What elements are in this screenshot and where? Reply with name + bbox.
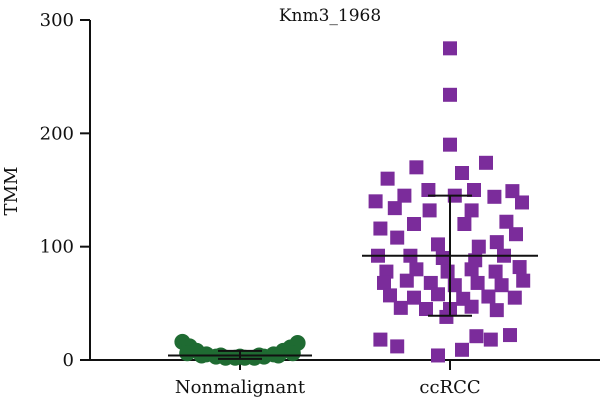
data-point xyxy=(489,235,504,250)
data-point xyxy=(469,329,484,344)
data-point xyxy=(507,290,522,305)
data-point xyxy=(512,260,527,275)
data-point xyxy=(509,227,523,242)
data-point xyxy=(377,275,391,290)
data-point xyxy=(481,289,496,304)
data-point xyxy=(439,309,454,324)
data-point xyxy=(399,273,414,288)
chart-title: Knm3_1968 xyxy=(279,6,381,26)
data-point xyxy=(464,262,479,277)
data-point xyxy=(431,287,445,302)
data-point xyxy=(487,189,502,204)
data-point xyxy=(464,203,479,218)
data-point xyxy=(457,217,472,231)
data-point xyxy=(455,166,469,180)
data-point xyxy=(419,302,433,316)
data-point xyxy=(284,345,301,362)
y-tick-label: 200 xyxy=(40,123,74,144)
data-point xyxy=(503,328,517,343)
data-point xyxy=(380,171,395,186)
data-point xyxy=(390,230,405,245)
data-point xyxy=(409,262,424,277)
data-point xyxy=(373,332,388,347)
data-point xyxy=(368,194,383,209)
data-point xyxy=(499,214,514,229)
data-point xyxy=(471,239,486,254)
data-point xyxy=(488,264,503,279)
x-category-label: ccRCC xyxy=(419,377,480,398)
summary-lines xyxy=(168,194,538,360)
data-point xyxy=(464,299,479,314)
data-point xyxy=(393,300,408,315)
data-point xyxy=(179,345,196,362)
data-point xyxy=(489,303,504,318)
data-point xyxy=(431,348,445,363)
data-point xyxy=(447,278,462,293)
data-point xyxy=(431,237,445,252)
y-tick-label: 100 xyxy=(40,237,74,258)
data-point xyxy=(422,203,437,218)
data-point xyxy=(470,275,485,290)
y-tick-label: 300 xyxy=(40,10,74,31)
data-point xyxy=(494,278,509,293)
data-point xyxy=(373,221,388,236)
data-point xyxy=(516,273,531,288)
data-point xyxy=(479,155,493,170)
data-point xyxy=(455,342,469,357)
data-point xyxy=(467,183,481,197)
data-points xyxy=(174,41,531,366)
data-point xyxy=(379,264,394,279)
data-point xyxy=(483,332,498,347)
data-point xyxy=(443,137,457,152)
data-point xyxy=(421,183,436,197)
x-category-label: Nonmalignant xyxy=(175,377,306,398)
data-point xyxy=(443,87,457,102)
y-tick-label: 0 xyxy=(63,350,74,371)
data-point xyxy=(515,195,529,210)
data-point xyxy=(440,264,455,279)
data-point xyxy=(407,217,421,231)
data-point xyxy=(407,290,421,305)
y-axis-ticks: 0 100 200 300 xyxy=(40,10,90,371)
data-point xyxy=(435,251,450,265)
y-axis-title: TMM xyxy=(1,167,22,216)
data-point xyxy=(383,288,397,303)
data-point xyxy=(387,201,402,216)
data-point xyxy=(505,184,520,199)
data-point xyxy=(423,275,438,290)
data-point xyxy=(409,160,424,175)
data-point xyxy=(397,188,412,203)
x-axis-categories: Nonmalignant ccRCC xyxy=(175,360,481,398)
data-point xyxy=(443,41,457,56)
data-point xyxy=(390,339,405,354)
